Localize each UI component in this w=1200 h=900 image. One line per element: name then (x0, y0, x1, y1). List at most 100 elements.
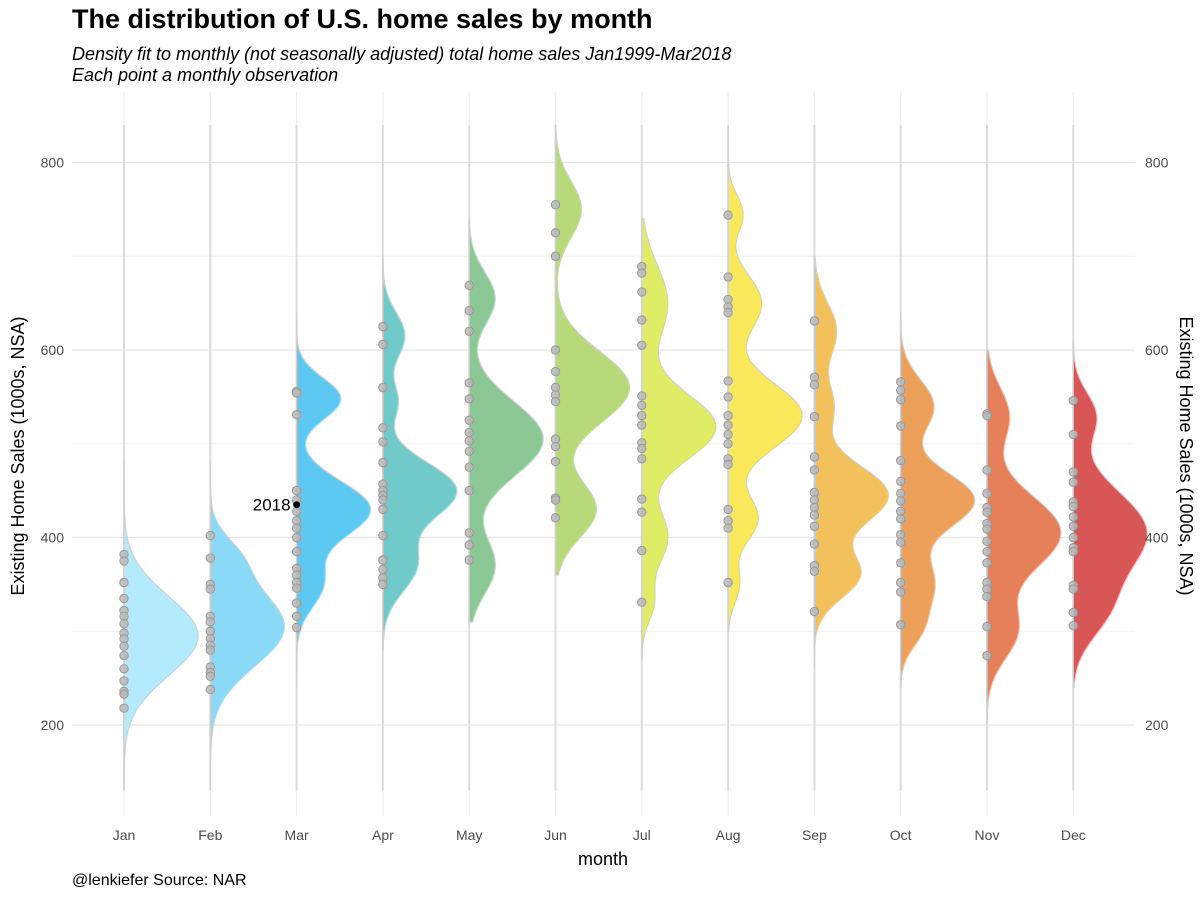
data-point (982, 546, 992, 557)
data-point (119, 703, 129, 713)
y-axis-title-right: Existing Home Sales (1000s, NSA) (1176, 316, 1196, 595)
data-point (464, 305, 474, 316)
data-point (205, 671, 216, 681)
data-point (291, 583, 302, 593)
data-point (550, 495, 561, 505)
data-point (550, 345, 561, 355)
data-point (982, 410, 992, 421)
violin-feb (209, 462, 285, 791)
chart-title: The distribution of U.S. home sales by m… (72, 4, 653, 34)
data-point (809, 521, 820, 531)
data-point (205, 584, 216, 594)
data-point (464, 462, 474, 472)
data-point (205, 530, 216, 541)
violin-jan (123, 462, 199, 791)
data-point (723, 523, 733, 533)
x-tick-label-oct: Oct (890, 827, 912, 843)
data-point (291, 506, 302, 516)
data-point (464, 394, 474, 404)
data-point (637, 494, 647, 504)
data-point (982, 524, 992, 534)
data-point (378, 579, 388, 590)
data-point (809, 566, 820, 576)
data-point (982, 488, 992, 499)
data-point (119, 689, 129, 699)
data-point (637, 391, 647, 401)
x-tick-label-jun: Jun (544, 827, 567, 843)
data-point (723, 376, 733, 386)
data-point (550, 366, 561, 377)
data-point (809, 411, 820, 422)
data-point (550, 513, 561, 523)
data-point (550, 228, 561, 238)
data-point (982, 536, 992, 546)
grid-layer (72, 92, 1135, 816)
data-point (464, 485, 474, 496)
tick-layer: 200 200 400 400 600 600 800 800 Jan Feb Mar Apr May J… (41, 155, 1169, 844)
data-point (723, 272, 733, 282)
x-tick-label-feb: Feb (198, 827, 222, 843)
data-point (378, 382, 388, 393)
data-point (809, 606, 820, 617)
data-point (119, 641, 129, 651)
data-point (896, 395, 906, 405)
data-point (637, 597, 647, 607)
data-point (1068, 477, 1079, 487)
data-point (723, 459, 733, 470)
annotation-layer: 2018 (253, 496, 301, 515)
data-point (550, 456, 561, 467)
data-point (1068, 521, 1079, 531)
data-point (550, 200, 561, 210)
data-point (723, 577, 733, 588)
data-point (464, 446, 474, 456)
data-point (896, 421, 906, 431)
data-point (378, 530, 388, 541)
y-tick-label-right: 800 (1145, 155, 1169, 171)
data-point (723, 439, 733, 449)
data-point (1068, 620, 1079, 631)
data-point (1068, 512, 1079, 522)
subtitle-line-2: Each point a monthly observation (72, 65, 339, 85)
x-tick-label-jul: Jul (633, 827, 651, 843)
data-point (896, 514, 906, 524)
data-point (464, 378, 474, 388)
data-point (119, 676, 129, 686)
data-point (291, 611, 302, 621)
x-tick-label-may: May (456, 827, 482, 843)
x-tick-label-jan: Jan (113, 827, 136, 843)
chart-caption: @lenkiefer Source: NAR (72, 872, 247, 889)
violin-sep (813, 255, 890, 669)
data-point (291, 388, 302, 398)
y-tick-label-left: 400 (41, 530, 65, 546)
data-point (982, 650, 992, 661)
violin-aug (727, 125, 803, 632)
data-point (119, 556, 129, 566)
data-point (896, 587, 906, 597)
data-point (982, 507, 992, 517)
data-point (637, 507, 647, 517)
data-point (291, 485, 302, 496)
data-point (723, 429, 733, 440)
data-point (291, 622, 302, 633)
data-point (378, 495, 388, 505)
data-point (637, 287, 647, 297)
data-point (896, 377, 906, 387)
data-point (723, 307, 733, 318)
data-point (1068, 607, 1079, 618)
data-point (464, 555, 474, 565)
data-point (119, 650, 129, 661)
data-point (119, 664, 129, 674)
data-point (637, 268, 647, 278)
data-point (205, 553, 216, 563)
data-point (896, 620, 906, 630)
data-point (464, 415, 474, 425)
data-point (1068, 467, 1079, 477)
data-point (723, 504, 733, 515)
data-point (809, 380, 820, 390)
data-point (723, 410, 733, 421)
data-point (1068, 532, 1079, 543)
data-point (205, 684, 216, 695)
data-point (291, 410, 302, 420)
highlight-label-2018: 2018 (253, 496, 291, 515)
data-point (464, 326, 474, 336)
